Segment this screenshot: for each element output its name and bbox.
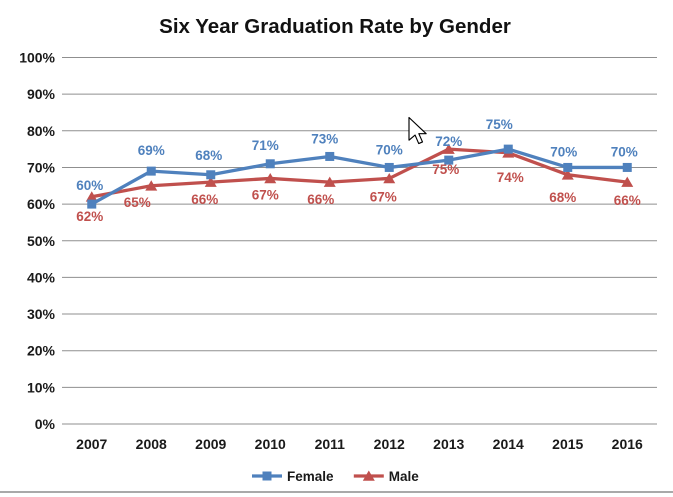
x-axis-tick-label: 2009: [195, 436, 226, 452]
male-marker: [621, 176, 634, 187]
male-marker: [204, 176, 217, 187]
male-data-label: 68%: [549, 190, 576, 205]
legend-item-male: Male: [353, 469, 420, 484]
male-data-label: 75%: [432, 162, 459, 177]
male-data-label: 66%: [614, 193, 641, 208]
y-axis-tick-label: 50%: [27, 233, 56, 249]
y-axis-tick-label: 10%: [27, 379, 56, 395]
y-axis-labels: 0% 10% 20% 30% 40% 50% 60% 70% 80% 90% 100%: [19, 50, 55, 433]
y-axis-tick-label: 60%: [27, 196, 56, 212]
x-axis-labels: 2007 2008 2009 2010 2011 2012 2013 2014 2015 2016: [76, 436, 643, 452]
male-data-label: 74%: [497, 170, 524, 185]
male-legend-label: Male: [389, 469, 420, 484]
x-axis-tick-label: 2013: [433, 436, 464, 452]
y-axis-tick-label: 80%: [27, 123, 56, 139]
x-axis-tick-label: 2014: [493, 436, 524, 452]
female-marker: [503, 144, 513, 154]
male-legend-marker: [362, 470, 375, 481]
y-axis-tick-label: 70%: [27, 159, 56, 175]
female-legend-label: Female: [287, 469, 334, 484]
data-labels: 60% 69% 68% 71% 73% 70% 72% 75% 70% 70% 62% 65% 66% 6…: [76, 117, 641, 224]
y-axis-tick-label: 100%: [19, 50, 55, 66]
male-marker: [145, 180, 158, 191]
female-marker: [87, 199, 97, 209]
female-marker: [325, 151, 335, 161]
chart-title: Six Year Graduation Rate by Gender: [159, 15, 511, 38]
male-marker: [442, 143, 455, 154]
male-data-label: 67%: [370, 189, 397, 204]
x-axis-tick-label: 2007: [76, 436, 107, 452]
female-data-label: 70%: [550, 144, 577, 159]
x-axis-tick-label: 2016: [612, 436, 643, 452]
y-axis-tick-label: 90%: [27, 86, 56, 102]
male-data-label: 67%: [252, 187, 279, 202]
male-marker: [561, 169, 574, 180]
male-data-label: 65%: [124, 195, 151, 210]
female-data-label: 69%: [138, 143, 165, 158]
mouse-cursor: [408, 116, 427, 145]
female-data-label: 70%: [611, 144, 638, 159]
y-axis-tick-label: 30%: [27, 306, 56, 322]
male-marker: [264, 172, 277, 184]
x-axis-tick-label: 2012: [374, 436, 405, 452]
series-lines: [85, 143, 634, 209]
female-marker: [444, 155, 454, 165]
female-marker: [206, 170, 216, 180]
female-data-label: 72%: [435, 134, 462, 149]
female-marker: [384, 162, 394, 172]
female-marker: [146, 166, 156, 176]
female-marker: [622, 162, 632, 172]
x-axis-tick-label: 2011: [315, 436, 346, 452]
male-data-label: 62%: [76, 209, 103, 224]
female-data-label: 71%: [252, 138, 279, 153]
y-axis-tick-label: 0%: [35, 416, 56, 432]
male-marker: [85, 191, 98, 202]
legend: Female Male: [252, 469, 419, 484]
female-data-label: 70%: [376, 142, 403, 157]
female-line: [90, 147, 629, 206]
y-axis-tick-label: 40%: [27, 269, 56, 285]
x-axis-tick-label: 2010: [255, 436, 286, 452]
bottom-border: [0, 491, 673, 493]
female-data-label: 73%: [311, 131, 338, 146]
female-data-label: 60%: [76, 178, 103, 193]
female-marker: [265, 159, 275, 169]
female-marker: [563, 162, 573, 172]
female-series: [87, 144, 632, 209]
gridlines: [62, 57, 657, 425]
female-legend-marker: [262, 471, 272, 481]
male-line: [90, 147, 629, 199]
female-data-label: 68%: [195, 148, 222, 163]
female-data-label: 75%: [486, 117, 513, 132]
arrow-pointer-icon: [408, 116, 427, 145]
male-series: [85, 143, 634, 202]
male-marker: [323, 176, 336, 187]
x-axis-tick-label: 2015: [552, 436, 583, 452]
male-data-label: 66%: [307, 192, 334, 207]
x-axis-tick-label: 2008: [136, 436, 167, 452]
legend-item-female: Female: [252, 469, 334, 484]
male-data-label: 66%: [191, 192, 218, 207]
y-axis-tick-label: 20%: [27, 343, 56, 359]
male-marker: [383, 172, 396, 184]
